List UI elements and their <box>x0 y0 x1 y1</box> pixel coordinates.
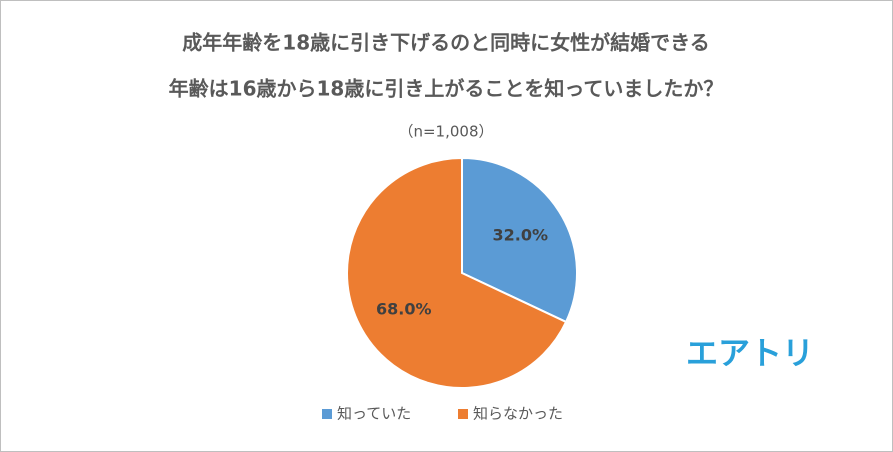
legend-label: 知らなかった <box>473 405 563 423</box>
chart-subtitle: （n=1,008） <box>398 123 493 141</box>
data-label: 32.0% <box>493 226 549 245</box>
data-label: 68.0% <box>376 299 432 318</box>
logo: エアトリ <box>686 334 814 372</box>
chart-title: 年齢は16歳から18歳に引き上がることを知っていましたか？ <box>169 77 724 101</box>
chart-title: 成年年齢を18歳に引き下げるのと同時に女性が結婚できる <box>182 31 709 55</box>
legend-swatch <box>458 409 468 419</box>
pie-slice <box>461 156 578 324</box>
legend-swatch <box>322 409 332 419</box>
pie-slice <box>346 156 568 389</box>
legend-label: 知っていた <box>337 405 411 423</box>
